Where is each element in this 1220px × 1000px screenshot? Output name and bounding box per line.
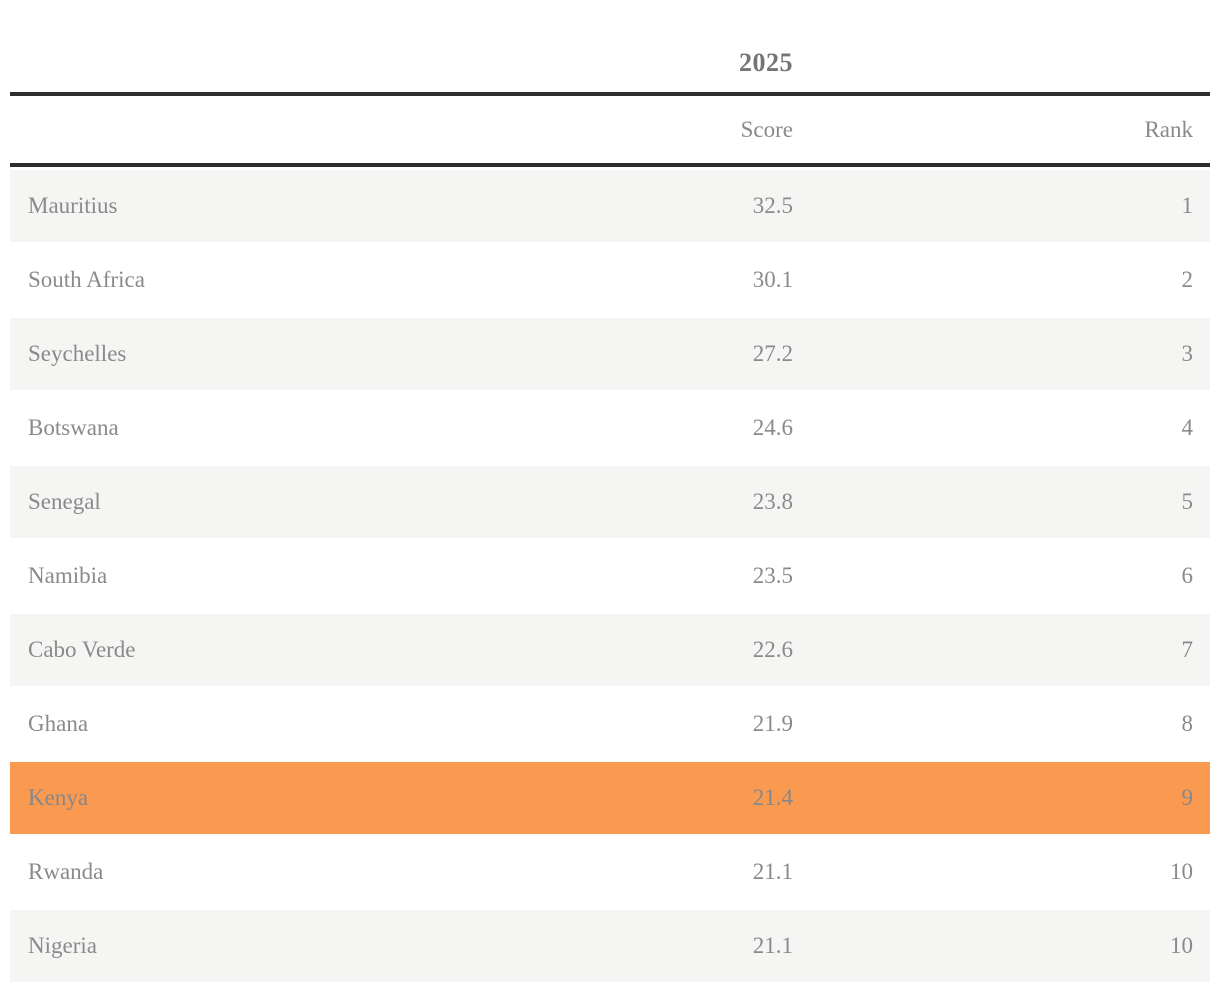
row-rank: 4 [1181, 415, 1194, 440]
row-rank: 8 [1181, 711, 1194, 736]
row-score: 27.2 [752, 341, 793, 366]
table-row: South Africa 30.1 2 [10, 244, 1210, 316]
table-row: Cabo Verde 22.6 7 [10, 614, 1210, 686]
row-rank: 1 [1181, 193, 1194, 218]
row-rank: 3 [1181, 341, 1194, 366]
row-rank: 2 [1181, 267, 1194, 292]
row-score: 30.1 [752, 267, 793, 292]
row-rank: 10 [1170, 933, 1193, 958]
row-score: 22.6 [752, 637, 793, 662]
row-country: Kenya [28, 785, 89, 810]
row-score: 21.1 [752, 859, 793, 884]
table-row: Ghana 21.9 8 [10, 688, 1210, 760]
row-country: Mauritius [28, 193, 118, 218]
row-score: 21.9 [752, 711, 793, 736]
row-country: Botswana [28, 415, 119, 440]
row-rank: 10 [1170, 859, 1193, 884]
row-rank: 6 [1181, 563, 1194, 588]
row-country: Cabo Verde [28, 637, 136, 662]
row-country: Senegal [28, 489, 101, 514]
table-row: Nigeria 21.1 10 [10, 910, 1210, 982]
row-country: Namibia [28, 563, 108, 588]
table-row: Senegal 23.8 5 [10, 466, 1210, 538]
ranking-table: 2025 Score Rank Mauritius 32.5 1 South A… [10, 0, 1210, 982]
table-year-header-row: 2025 [10, 0, 1210, 96]
column-header-score: Score [740, 116, 793, 142]
table-column-header-row: Score Rank [10, 96, 1210, 167]
row-country: Nigeria [28, 933, 97, 958]
row-score: 23.5 [752, 563, 793, 588]
row-rank: 9 [1181, 785, 1194, 810]
table-body: Mauritius 32.5 1 South Africa 30.1 2 Sey… [10, 167, 1210, 982]
row-country: Seychelles [28, 341, 127, 366]
year-title: 2025 [739, 48, 793, 77]
row-rank: 7 [1181, 637, 1194, 662]
row-score: 24.6 [752, 415, 793, 440]
table-row: Seychelles 27.2 3 [10, 318, 1210, 390]
row-score: 21.1 [752, 933, 793, 958]
table-row: Mauritius 32.5 1 [10, 170, 1210, 242]
column-header-rank: Rank [1144, 116, 1193, 142]
row-country: South Africa [28, 267, 145, 292]
row-country: Ghana [28, 711, 89, 736]
row-rank: 5 [1181, 489, 1194, 514]
row-score: 21.4 [752, 785, 793, 810]
row-score: 23.8 [752, 489, 793, 514]
table-row: Botswana 24.6 4 [10, 392, 1210, 464]
row-country: Rwanda [28, 859, 104, 884]
table-row: Rwanda 21.1 10 [10, 836, 1210, 908]
table-row: Kenya 21.4 9 [10, 762, 1210, 834]
table-row: Namibia 23.5 6 [10, 540, 1210, 612]
row-score: 32.5 [752, 193, 793, 218]
